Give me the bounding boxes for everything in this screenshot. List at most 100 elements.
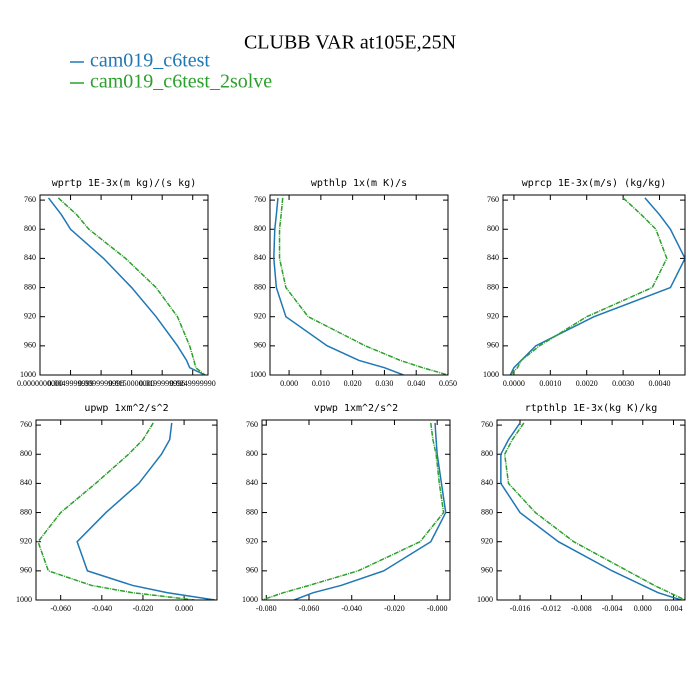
x-tick-label: -0.000 <box>427 604 448 613</box>
x-tick-label: 0.010 <box>312 379 330 388</box>
x-tick-label: -0.060 <box>299 604 320 613</box>
y-tick-label: 840 <box>246 478 258 487</box>
y-tick-label: 760 <box>487 195 499 204</box>
series-line <box>57 197 206 375</box>
y-tick-label: 760 <box>254 195 266 204</box>
y-tick-label: 760 <box>481 420 493 429</box>
y-tick-label: 880 <box>24 282 36 291</box>
x-tick-label: 0.0030 <box>612 379 634 388</box>
panel-title: wpthlp 1x(m K)/s <box>311 178 407 189</box>
x-tick-label: 0.050 <box>439 379 457 388</box>
plot-frame <box>269 194 449 376</box>
panel-title: vpwp 1xm^2/s^2 <box>314 403 398 414</box>
series-line <box>500 422 682 600</box>
y-tick-label: 800 <box>20 449 32 458</box>
x-tick-label: -0.008 <box>571 604 592 613</box>
x-tick-label: 0.0010 <box>539 379 561 388</box>
x-tick-label: 0.040 <box>407 379 425 388</box>
x-tick-label: 0.0049999999 <box>48 379 94 388</box>
x-tick-label: 0.000 <box>175 604 193 613</box>
y-tick-label: 760 <box>20 420 32 429</box>
y-tick-label: 800 <box>24 224 36 233</box>
y-tick-label: 760 <box>246 420 258 429</box>
y-tick-label: 840 <box>487 253 499 262</box>
y-tick-label: 960 <box>254 341 266 350</box>
plot-frame <box>261 419 451 601</box>
x-tick-label: 0.0020 <box>576 379 598 388</box>
plot-frame <box>496 419 686 601</box>
x-tick-label: 0.004 <box>664 604 682 613</box>
x-tick-label: -0.012 <box>540 604 561 613</box>
series-line <box>509 197 685 375</box>
y-tick-label: 960 <box>20 566 32 575</box>
y-tick-label: 880 <box>254 282 266 291</box>
plot-frame <box>39 194 209 376</box>
panel-title: rtpthlp 1E-3x(kg K)/kg <box>525 403 657 414</box>
series-line <box>47 197 206 375</box>
y-tick-label: 1000 <box>20 370 36 379</box>
x-tick-label: -0.040 <box>341 604 362 613</box>
y-tick-label: 880 <box>481 507 493 516</box>
y-tick-label: 920 <box>254 312 266 321</box>
y-tick-label: 920 <box>246 537 258 546</box>
series-line <box>503 422 685 600</box>
y-tick-label: 960 <box>24 341 36 350</box>
y-tick-label: 800 <box>481 449 493 458</box>
y-tick-label: 920 <box>487 312 499 321</box>
y-tick-label: 920 <box>20 537 32 546</box>
y-tick-label: 960 <box>487 341 499 350</box>
panel-title: wprtp 1E-3x(m kg)/(s kg) <box>52 178 197 189</box>
x-tick-label: -0.020 <box>133 604 154 613</box>
y-tick-label: 880 <box>20 507 32 516</box>
x-tick-label: 0.0000 <box>503 379 525 388</box>
page-title: CLUBB VAR at105E,25N <box>244 32 456 54</box>
series-line <box>293 422 447 600</box>
x-tick-label: -0.060 <box>50 604 71 613</box>
y-tick-label: 880 <box>246 507 258 516</box>
x-tick-label: -0.040 <box>91 604 112 613</box>
plot-frame <box>35 419 218 601</box>
y-tick-label: 1000 <box>242 595 258 604</box>
y-tick-label: 920 <box>24 312 36 321</box>
series-line <box>273 197 404 375</box>
x-tick-label: 0.0150000000 <box>109 379 155 388</box>
y-tick-label: 800 <box>246 449 258 458</box>
series-line <box>509 197 668 375</box>
x-tick-label: -0.016 <box>510 604 531 613</box>
y-tick-label: 1000 <box>477 595 493 604</box>
x-tick-label: 0.020 <box>344 379 362 388</box>
x-tick-label: -0.020 <box>384 604 405 613</box>
y-tick-label: 840 <box>20 478 32 487</box>
y-tick-label: 1000 <box>250 370 266 379</box>
x-tick-label: 0.0249999990 <box>170 379 216 388</box>
y-tick-label: 880 <box>487 282 499 291</box>
plot-frame <box>502 194 686 376</box>
legend-entry: cam019_c6test <box>90 50 210 72</box>
y-tick-label: 1000 <box>16 595 32 604</box>
legend-entry: cam019_c6test_2solve <box>90 71 272 93</box>
x-tick-label: 0.0199999996 <box>139 379 185 388</box>
y-tick-label: 1000 <box>483 370 499 379</box>
y-tick-label: 960 <box>481 566 493 575</box>
x-tick-label: 0.0099999998 <box>78 379 124 388</box>
x-tick-label: 0.000 <box>280 379 298 388</box>
y-tick-label: 840 <box>254 253 266 262</box>
x-tick-label: -0.004 <box>602 604 623 613</box>
panel-title: wprcp 1E-3x(m/s) (kg/kg) <box>522 178 667 189</box>
x-tick-label: 0.030 <box>375 379 393 388</box>
series-line <box>278 197 448 375</box>
series-line <box>262 422 445 600</box>
y-tick-label: 960 <box>246 566 258 575</box>
y-tick-label: 800 <box>487 224 499 233</box>
series-line <box>37 422 195 600</box>
y-tick-label: 840 <box>24 253 36 262</box>
y-tick-label: 800 <box>254 224 266 233</box>
x-tick-label: -0.080 <box>256 604 277 613</box>
x-tick-label: 0.0000000000 <box>17 379 63 388</box>
series-line <box>76 422 216 600</box>
y-tick-label: 760 <box>24 195 36 204</box>
x-tick-label: 0.0040 <box>649 379 671 388</box>
y-tick-label: 920 <box>481 537 493 546</box>
x-tick-label: 0.000 <box>634 604 652 613</box>
